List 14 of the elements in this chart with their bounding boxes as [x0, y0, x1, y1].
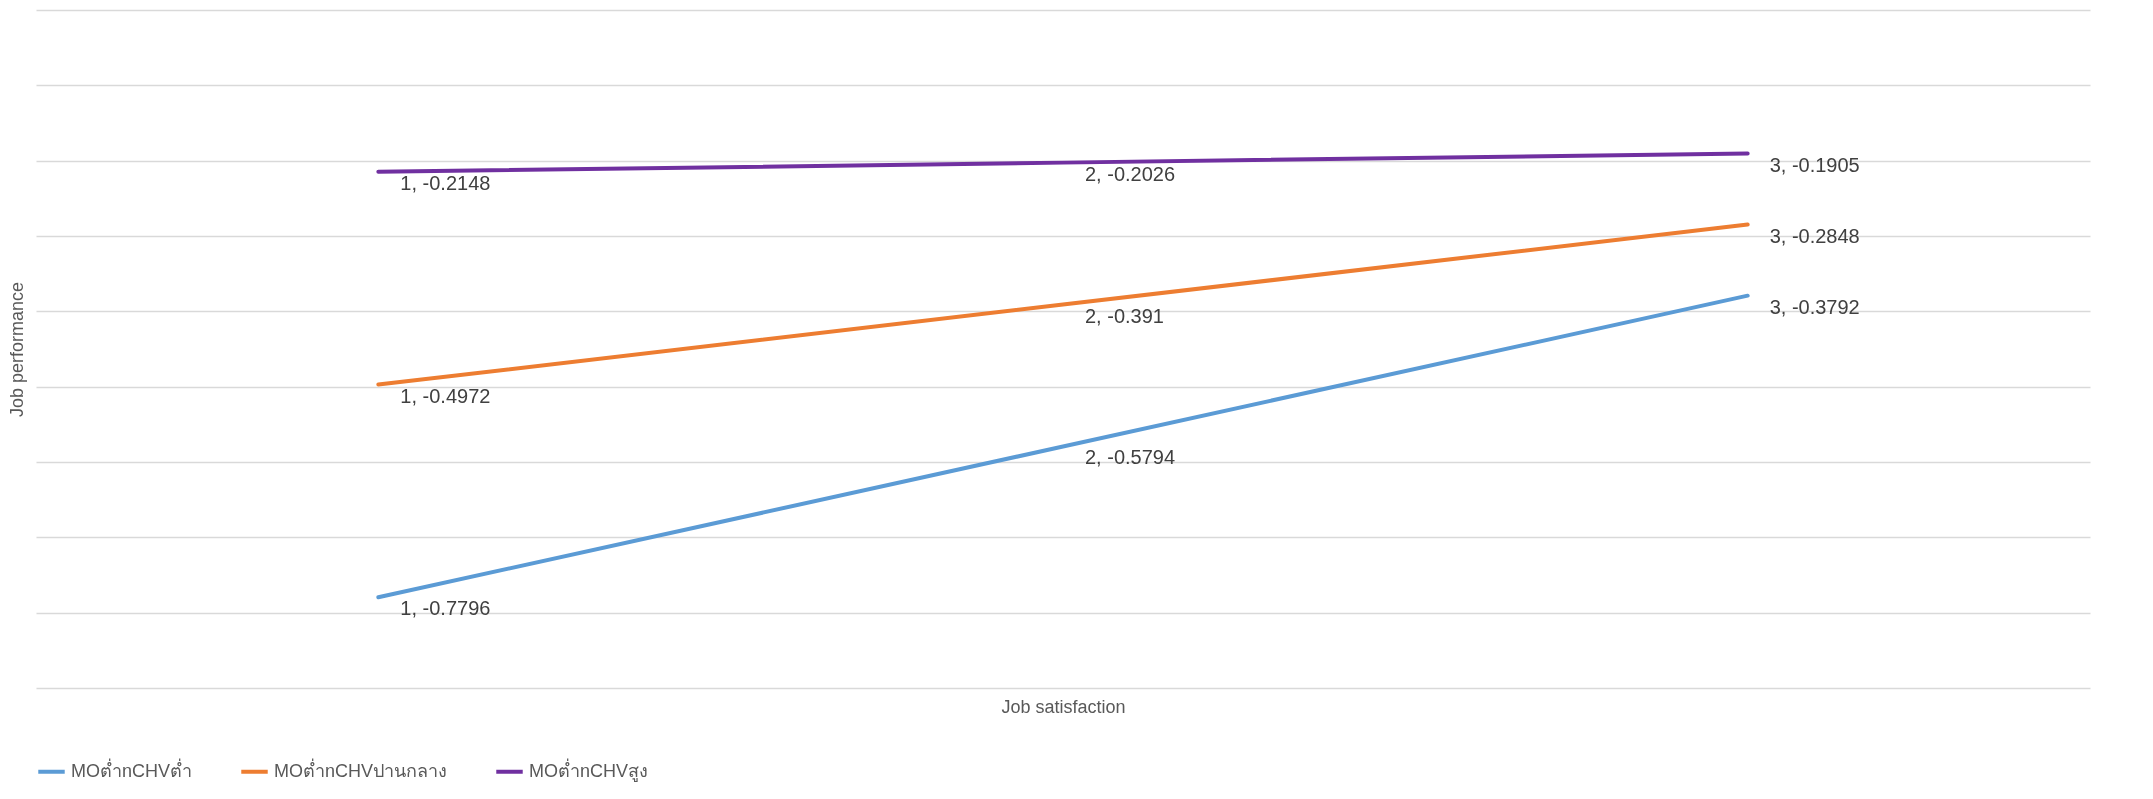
data-label: 1, -0.7796 — [400, 597, 491, 620]
legend-label: MOต่ำnCHVปานกลาง — [274, 757, 448, 781]
x-axis-title: Job satisfaction — [1001, 696, 1126, 717]
legend-label: MOต่ำnCHVสูง — [529, 757, 649, 782]
data-label: 2, -0.391 — [1085, 304, 1164, 327]
data-label: 1, -0.2148 — [400, 171, 491, 194]
data-label: 1, -0.4972 — [400, 384, 491, 407]
data-label: 3, -0.3792 — [1769, 295, 1860, 318]
y-axis-title: Job performance — [6, 281, 27, 418]
data-label: 2, -0.5794 — [1085, 446, 1176, 469]
data-label: 3, -0.2848 — [1769, 224, 1860, 247]
data-label: 3, -0.1905 — [1769, 153, 1860, 176]
data-label: 2, -0.2026 — [1085, 162, 1176, 185]
legend-label: MOต่ำnCHVต่ำ — [71, 757, 193, 781]
